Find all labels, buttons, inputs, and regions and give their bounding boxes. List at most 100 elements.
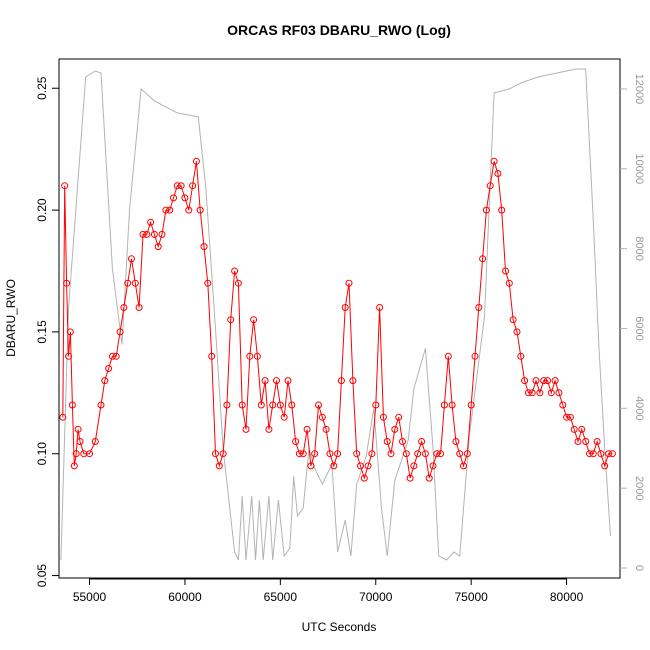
y2-tick-label: 2000 [633,476,645,500]
red-data-point [227,316,235,324]
red-data-point [303,425,311,433]
red-data-point [429,462,437,470]
red-data-point [345,279,353,287]
red-data-point [72,450,80,458]
red-data-point [162,206,170,214]
red-data-point [349,377,357,385]
red-data-point [437,450,445,458]
red-data-point [467,401,475,409]
red-data-point [448,401,456,409]
red-data-point [383,438,391,445]
red-data-point [463,450,471,458]
red-data-point [299,450,307,458]
y-tick-label: 0.25 [35,76,49,100]
y-axis-right: 0 2000 4000 6000 8000 10000 12000 [620,74,645,571]
red-data-point [391,425,399,433]
red-data-point [402,450,410,458]
red-data-point [65,352,72,360]
x-tick-label: 65000 [264,590,298,604]
red-data-point [425,474,433,482]
red-data-point [444,352,452,360]
red-data-point [238,401,246,409]
red-data-point [372,401,380,409]
y2-tick-label: 0 [633,565,645,571]
red-data-point [223,401,231,409]
y2-tick-label: 12000 [633,74,645,105]
red-data-point [68,401,76,409]
red-data-point [135,304,143,311]
red-data-point [280,413,288,421]
x-axis-label: UTC Seconds [302,620,377,634]
red-data-point [66,328,74,336]
red-data-point [440,401,448,409]
red-data-point [471,352,479,360]
red-data-point [586,450,593,458]
red-data-point [433,450,441,458]
red-data-point [551,377,559,385]
red-data-point [513,328,521,336]
red-data-point [311,450,319,458]
red-data-point [490,157,498,165]
red-data-point [578,425,586,433]
red-data-point [376,304,384,311]
red-data-point [395,413,403,421]
red-data-point [421,450,429,458]
red-data-point [360,474,368,482]
red-data-point [582,438,590,445]
red-data-point [482,206,490,214]
red-data-point [357,462,364,470]
red-data-point [76,438,84,445]
red-data-point [601,462,609,470]
red-data-point [112,352,120,360]
red-data-point [196,206,204,214]
red-data-point [158,230,166,238]
red-data-point [170,194,177,202]
red-series-line [62,161,613,480]
red-data-point [234,279,242,287]
red-data-point [334,450,342,458]
red-data-point [315,401,322,409]
red-series [59,157,616,482]
red-data-point [318,413,326,421]
red-data-point [502,267,509,275]
red-data-point [215,462,223,470]
red-data-point [246,352,254,360]
red-data-point [387,450,395,458]
red-data-point [517,352,525,360]
red-data-point [498,206,506,214]
x-tick-label: 70000 [359,590,393,604]
red-data-point [544,377,551,385]
x-tick-label: 55000 [73,590,107,604]
x-axis: 55000 60000 65000 70000 75000 80000 [73,578,584,604]
red-data-point [273,377,280,385]
red-data-point [555,389,563,397]
red-data-point [460,462,467,470]
red-data-point [597,450,605,458]
red-data-point [108,352,116,360]
y-tick-label: 0.15 [35,320,49,344]
red-data-point [181,194,189,202]
red-data-point [257,401,265,409]
red-data-point [410,462,418,470]
red-data-point [212,450,219,458]
red-data-point [295,450,303,458]
y-tick-label: 0.20 [35,198,49,222]
y2-tick-label: 8000 [633,236,645,260]
red-data-point [566,413,574,421]
plot-frame [58,58,621,579]
red-data-point [589,450,597,458]
red-data-point [292,438,300,445]
red-data-point [414,450,422,458]
red-data-point [559,401,567,409]
red-data-point [418,438,426,445]
red-data-point [330,462,338,470]
red-data-point [177,182,185,190]
red-data-point [528,389,536,397]
red-data-point [74,425,82,433]
red-data-point [494,170,502,177]
red-data-point [61,182,69,190]
red-data-point [570,425,578,433]
red-data-point [276,401,284,409]
y2-tick-label: 6000 [633,316,645,340]
